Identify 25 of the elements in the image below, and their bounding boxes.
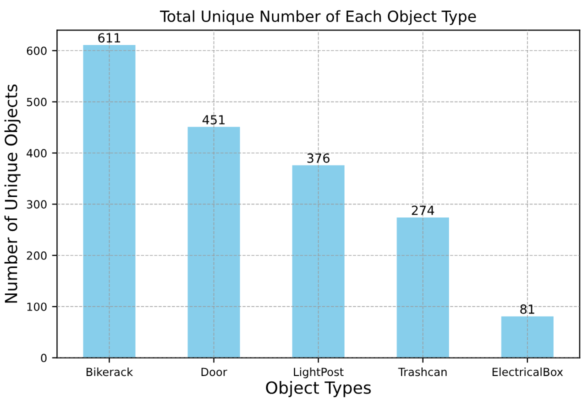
x-tick-label: Bikerack: [86, 368, 134, 376]
x-tick-label: Door: [202, 368, 228, 376]
data-label: 274: [412, 206, 434, 215]
x-tick-label: Trashcan: [398, 368, 447, 376]
bar: [83, 44, 136, 358]
y-tick-label: 500: [26, 98, 47, 106]
data-label: 451: [202, 115, 225, 124]
y-tick-label: 300: [26, 200, 47, 209]
y-tick-label: 0: [40, 354, 47, 362]
x-axis-title: Object Types: [266, 381, 371, 398]
data-label: 376: [307, 153, 330, 163]
y-tick-label: 400: [26, 148, 47, 158]
x-tick-label: ElectricalBox: [492, 368, 563, 376]
bar: [188, 126, 240, 358]
y-axis-title: Number of Unique Objects: [4, 84, 21, 303]
bar: [292, 165, 344, 358]
y-tick-label: 100: [27, 302, 47, 311]
data-label: 611: [98, 33, 120, 43]
y-tick-label: 600: [26, 46, 47, 56]
bar: [396, 218, 450, 358]
chart-title: Total Unique Number of Each Object Type: [160, 10, 476, 25]
y-tick-label: 200: [26, 251, 47, 260]
bar: [501, 316, 554, 358]
data-label: 81: [520, 304, 534, 314]
x-tick-label: LightPost: [294, 368, 344, 378]
